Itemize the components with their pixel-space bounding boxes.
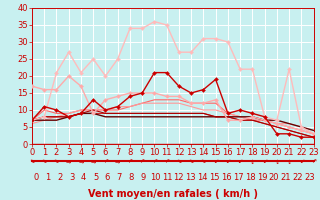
Text: ⇘: ⇘ [42, 160, 47, 164]
Text: 16: 16 [221, 174, 232, 182]
Text: 20: 20 [268, 174, 279, 182]
Text: ⇘: ⇘ [176, 160, 181, 164]
Text: ⇘: ⇘ [54, 160, 59, 164]
Text: 5: 5 [93, 174, 98, 182]
Text: 23: 23 [304, 174, 315, 182]
Text: 17: 17 [233, 174, 244, 182]
Text: →: → [91, 160, 96, 164]
Text: ↙: ↙ [299, 160, 304, 164]
Text: 0: 0 [34, 174, 39, 182]
Text: →: → [78, 160, 84, 164]
Text: ↓: ↓ [274, 160, 279, 164]
Text: 22: 22 [292, 174, 303, 182]
Text: Vent moyen/en rafales ( km/h ): Vent moyen/en rafales ( km/h ) [88, 189, 258, 199]
Text: 13: 13 [185, 174, 196, 182]
Text: ⇘: ⇘ [201, 160, 206, 164]
Text: 8: 8 [129, 174, 134, 182]
Text: ↗: ↗ [164, 160, 169, 164]
Text: ↙: ↙ [225, 160, 230, 164]
Text: ↙: ↙ [237, 160, 243, 164]
Text: ⇘: ⇘ [188, 160, 194, 164]
Text: 15: 15 [209, 174, 220, 182]
Text: 6: 6 [105, 174, 110, 182]
Text: 9: 9 [140, 174, 146, 182]
Text: 19: 19 [257, 174, 267, 182]
Text: ↓: ↓ [286, 160, 292, 164]
Text: ↗: ↗ [140, 160, 145, 164]
Text: 12: 12 [173, 174, 184, 182]
Text: →: → [115, 160, 120, 164]
Text: ↗: ↗ [127, 160, 132, 164]
Text: ↗: ↗ [152, 160, 157, 164]
Text: 21: 21 [280, 174, 291, 182]
Text: ↙: ↙ [213, 160, 218, 164]
Text: ↓: ↓ [250, 160, 255, 164]
Text: 11: 11 [162, 174, 172, 182]
Text: 14: 14 [197, 174, 208, 182]
Text: 7: 7 [117, 174, 122, 182]
Text: 18: 18 [245, 174, 255, 182]
Text: 3: 3 [69, 174, 75, 182]
Text: 2: 2 [57, 174, 63, 182]
Text: ↗: ↗ [311, 160, 316, 164]
Text: ↙: ↙ [262, 160, 267, 164]
Text: 10: 10 [150, 174, 160, 182]
Text: ↗: ↗ [103, 160, 108, 164]
Text: ⇘: ⇘ [29, 160, 35, 164]
Text: 1: 1 [45, 174, 51, 182]
Text: →: → [66, 160, 71, 164]
Text: 4: 4 [81, 174, 86, 182]
